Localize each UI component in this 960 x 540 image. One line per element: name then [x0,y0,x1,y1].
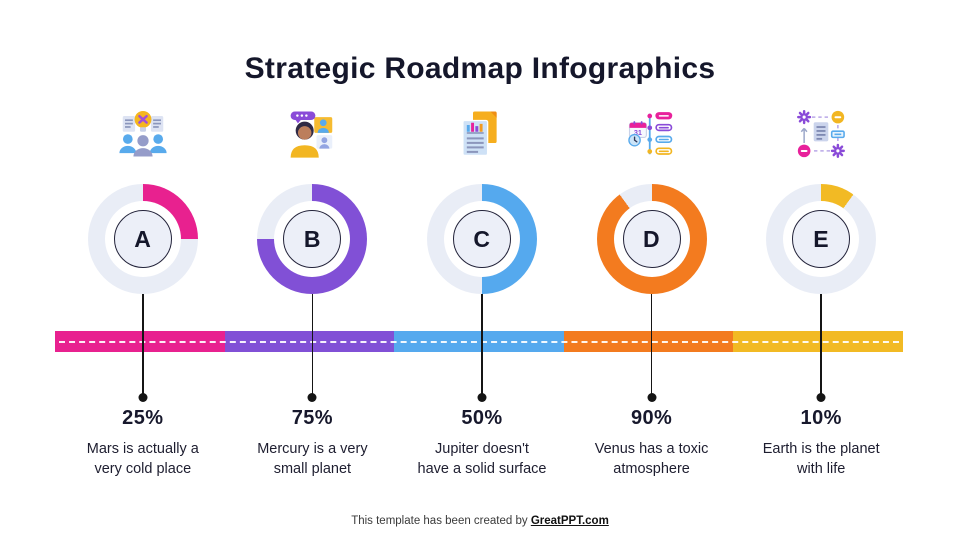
roadmap-step-d: 31 D 90% Venus has a toxic atmosphere [567,0,737,540]
roadmap-step-e: E 10% Earth is the planet with life [736,0,906,540]
connector-line [142,294,144,394]
roadmap-step-b: B 75% Mercury is a very small planet [228,0,398,540]
connector-dot [307,393,317,402]
connector-line [311,294,314,394]
step-description: Venus has a toxic atmosphere [594,441,709,477]
page-title: Strategic Roadmap Infographics [244,52,716,85]
footer-credit-text: This template has been created by [351,515,531,527]
donut-chart-d: D [596,184,707,294]
step-description: Mars is actually a very cold place [86,441,199,477]
connector-line [481,294,483,394]
donut-chart-e: E [766,184,877,294]
step-description: Earth is the planet with life [762,441,880,477]
workflow-process-icon [794,107,848,161]
connector-dot [138,393,148,402]
roadmap-step-c: C 50% Jupiter doesn't have a solid surfa… [397,0,567,540]
connector-line [820,294,822,394]
step-letter-badge: B [283,210,342,268]
step-letter-badge: C [452,210,511,268]
percent-label: 90% [630,407,673,429]
connector-dot [477,393,487,402]
percent-label: 50% [461,407,503,429]
step-letter-badge: E [792,210,851,268]
svg-text:31: 31 [633,128,641,137]
step-description: Jupiter doesn't have a solid surface [417,441,547,477]
roadmap-step-a: A 25% Mars is actually a very cold place [58,0,228,540]
connector-line [650,294,653,394]
step-description: Mercury is a very small planet [257,441,368,477]
step-letter-badge: A [113,210,172,268]
footer-brand-link[interactable]: GreatPPT.com [530,515,609,527]
percent-label: 75% [291,407,333,429]
percent-label: 25% [122,407,164,429]
roadmap-bar [55,331,903,352]
video-meeting-icon [285,107,339,161]
report-documents-icon [455,107,509,161]
donut-chart-a: A [87,184,198,294]
connector-dot [647,393,657,402]
team-brainstorm-icon [116,107,170,161]
donut-chart-b: B [257,184,368,294]
percent-label: 10% [800,407,842,429]
footer-credit: This template has been created by GreatP… [0,515,960,527]
step-letter-badge: D [622,210,681,268]
schedule-timeline-icon: 31 [625,107,679,161]
connector-dot [816,393,826,402]
donut-chart-c: C [426,184,537,294]
roadmap-columns: A 25% Mars is actually a very cold place [58,0,906,540]
road-center-dashed-line [59,340,899,343]
